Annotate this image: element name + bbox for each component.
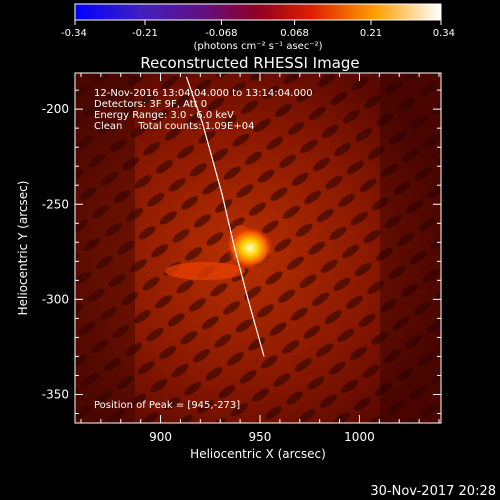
- info-detectors: Detectors: 3F 9F, Att 0: [94, 99, 207, 110]
- x-tick-label: 950: [249, 430, 272, 444]
- info-clean-counts: Clean Total counts: 1.09E+04: [94, 121, 254, 132]
- colorbar-tick-label: -0.21: [132, 28, 158, 39]
- y-tick-label: -250: [42, 197, 69, 211]
- colorbar-tick-label: 0.21: [360, 28, 382, 39]
- colorbar-gradient: [74, 3, 442, 21]
- x-tick-label: 1000: [344, 430, 375, 444]
- y-tick-label: -300: [42, 292, 69, 306]
- source-peak: [226, 226, 274, 270]
- image-area: [75, 73, 441, 423]
- x-tick-label: 900: [149, 430, 172, 444]
- y-axis-label: Heliocentric Y (arcsec): [16, 181, 30, 316]
- peak-position-label: Position of Peak = [945,-273]: [94, 400, 240, 411]
- heatmap-left-shade: [75, 73, 135, 423]
- y-axis: -200 -250 -300 -350: [42, 89, 441, 414]
- timestamp: 30-Nov-2017 20:28: [370, 484, 496, 499]
- colorbar: -0.34 -0.21 -0.068 0.068 0.21 0.34 (photons c…: [61, 3, 455, 52]
- solar-limb-curve: [185, 76, 265, 357]
- colorbar-tick-label: 0.068: [280, 28, 309, 39]
- chart-title: Reconstructed RHESSI Image: [140, 54, 359, 72]
- y-tick-label: -200: [42, 102, 69, 116]
- colorbar-tick-label: -0.34: [61, 28, 87, 39]
- plot-frame: [74, 72, 442, 424]
- x-axis: 900 950 1000: [80, 73, 440, 444]
- y-tick-label: -350: [42, 387, 69, 401]
- colorbar-tick-label: 0.34: [433, 28, 455, 39]
- info-time-range: 12-Nov-2016 13:04:04.000 to 13:14:04.000: [94, 88, 313, 99]
- x-axis-label: Heliocentric X (arcsec): [190, 447, 326, 461]
- colorbar-unit-label: (photons cm⁻² s⁻¹ asec⁻²): [193, 41, 322, 52]
- heatmap-right-shade: [380, 73, 441, 423]
- info-block: 12-Nov-2016 13:04:04.000 to 13:14:04.000…: [94, 88, 313, 411]
- colorbar-ticks: -0.34 -0.21 -0.068 0.068 0.21 0.34: [61, 20, 455, 39]
- colorbar-tick-label: -0.068: [205, 28, 237, 39]
- info-energy-range: Energy Range: 3.0 - 6.0 keV: [94, 110, 234, 121]
- source-extension: [165, 262, 245, 280]
